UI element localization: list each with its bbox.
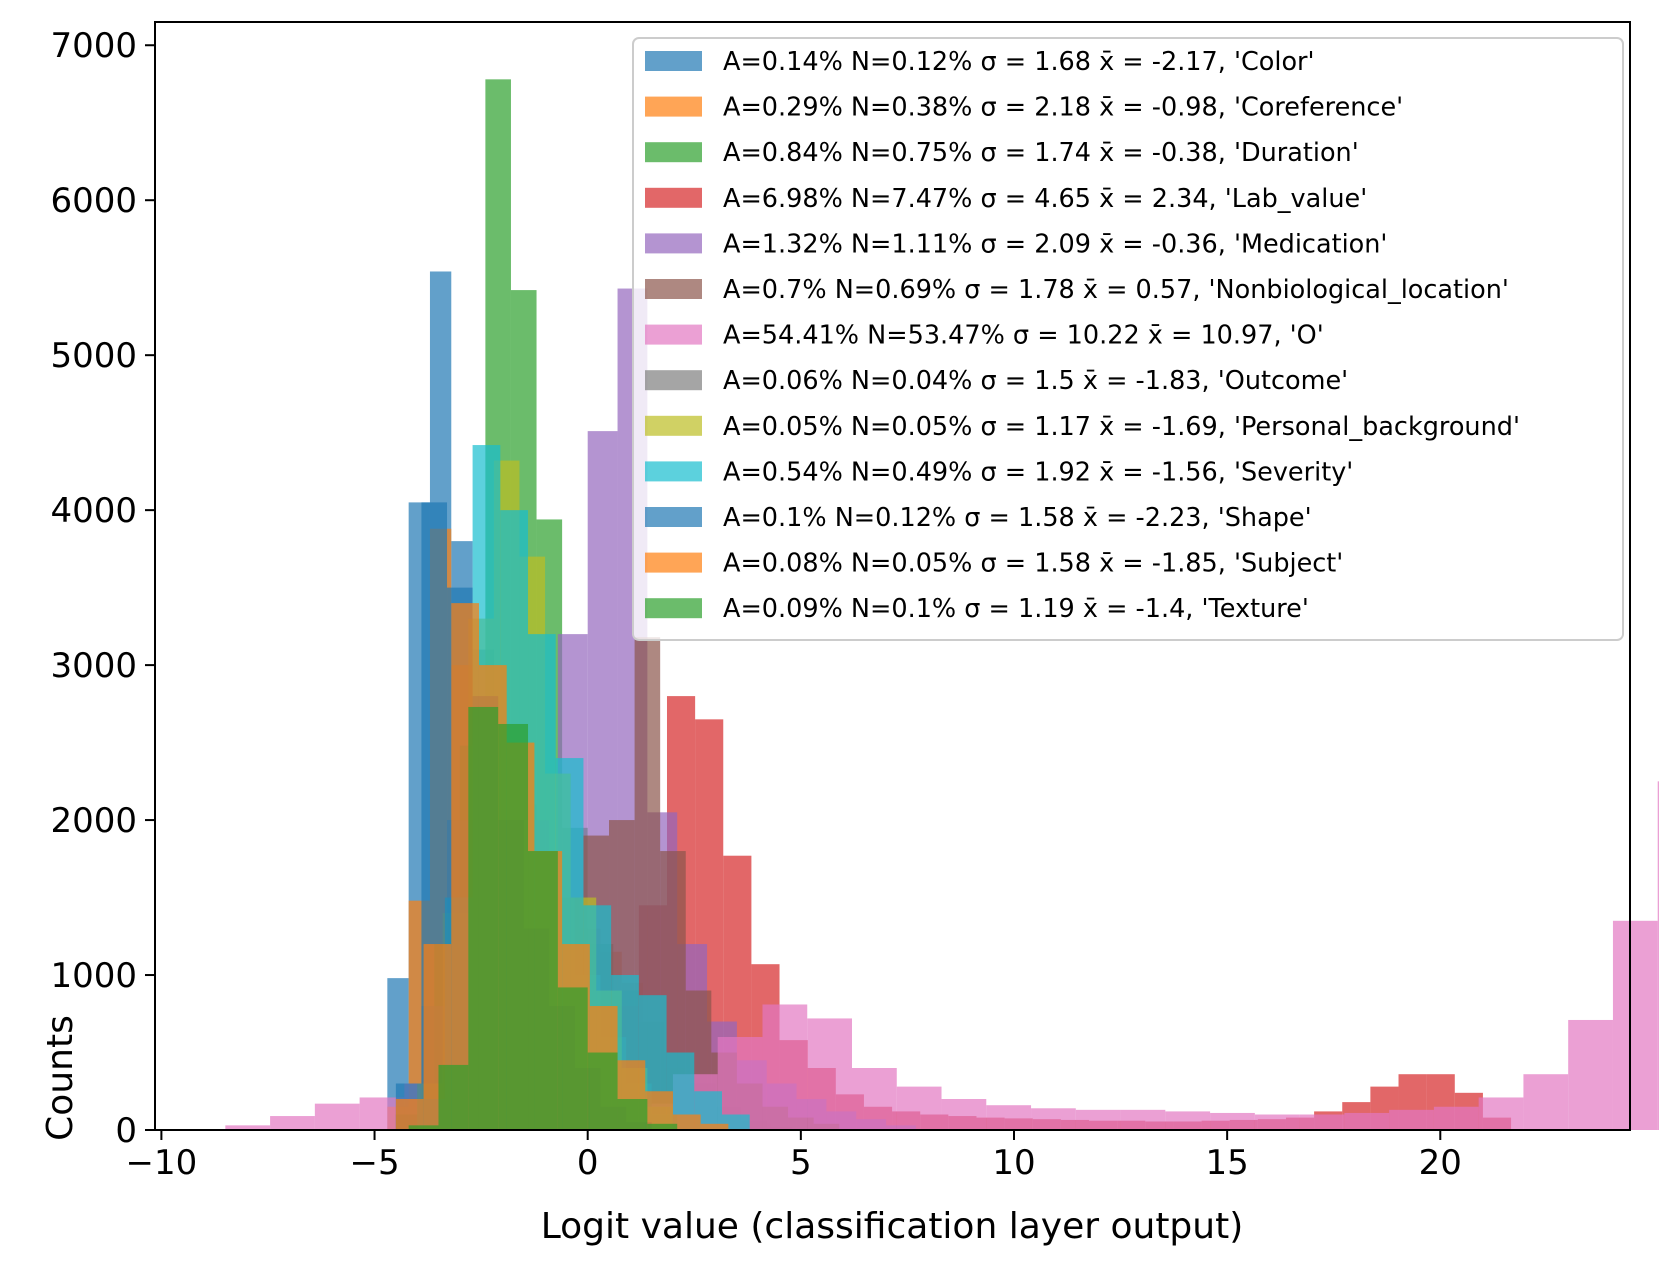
y-tick-label: 0 (115, 1111, 137, 1151)
series-texture (408, 706, 678, 1130)
x-tick-label: −10 (126, 1143, 198, 1183)
legend-entry-label: A=0.29% N=0.38% σ = 2.18 x̄ = -0.98, 'Co… (723, 93, 1403, 123)
legend-swatch (645, 507, 702, 527)
legend-swatch (645, 96, 702, 117)
legend-swatch (645, 187, 702, 208)
y-axis-ticks: 0 1000 2000 3000 4000 5000 6000 7000 (50, 26, 155, 1151)
bar-o (1210, 1112, 1255, 1130)
bar-o (1657, 781, 1659, 1130)
bar-o (270, 1116, 315, 1130)
legend-entry-label: A=0.06% N=0.04% σ = 1.5 x̄ = -1.83, 'Out… (723, 366, 1348, 396)
y-tick-label: 1000 (50, 956, 137, 996)
legend-entry-label: A=1.32% N=1.11% σ = 2.09 x̄ = -0.36, 'Me… (723, 229, 1387, 259)
plot-frame (154, 21, 1631, 1131)
legend-frame (632, 37, 1624, 641)
x-tick-label: 5 (790, 1143, 812, 1183)
legend-swatch (645, 552, 702, 573)
bar-o (1433, 1106, 1479, 1130)
x-tick-label: 15 (1206, 1143, 1249, 1183)
y-tick-label: 7000 (50, 26, 137, 66)
legend-swatch (645, 324, 702, 345)
legend-swatch (645, 461, 702, 482)
bar-severity (721, 1114, 750, 1130)
bar-o (314, 1103, 360, 1130)
bar-texture (528, 851, 558, 1130)
bar-o (1612, 920, 1658, 1130)
legend-swatch (645, 415, 702, 436)
legend: A=0.14% N=0.12% σ = 1.68 x̄ = -2.17, 'Co… (632, 37, 1624, 641)
y-tick-label: 6000 (50, 181, 137, 221)
bar-o (1254, 1114, 1300, 1130)
x-tick-label: 10 (992, 1143, 1035, 1183)
bar-texture (498, 723, 529, 1130)
bar-subject (645, 1091, 673, 1130)
bar-o (986, 1105, 1032, 1130)
bar-o (896, 1086, 942, 1130)
legend-entry-label: A=0.7% N=0.69% σ = 1.78 x̄ = 0.57, 'Nonb… (723, 275, 1509, 305)
legend-entry-label: A=0.05% N=0.05% σ = 1.17 x̄ = -1.69, 'Pe… (723, 412, 1520, 442)
bar-o (1165, 1111, 1211, 1130)
y-axis-label: Counts (40, 1015, 81, 1141)
bar-o (1120, 1109, 1166, 1130)
bar-o (1299, 1114, 1345, 1130)
legend-entry-label: A=54.41% N=53.47% σ = 10.22 x̄ = 10.97, … (723, 321, 1324, 351)
legend-swatch (645, 142, 702, 163)
bar-o (762, 1004, 808, 1130)
legend-swatch (645, 233, 702, 254)
bar-o (807, 1018, 852, 1130)
legend-swatch (645, 370, 702, 391)
x-axis-label: Logit value (classification layer output… (541, 1206, 1244, 1247)
legend-entry-label: A=0.1% N=0.12% σ = 1.58 x̄ = -2.23, 'Sha… (723, 503, 1312, 533)
bar-texture (647, 1123, 678, 1130)
x-tick-label: 0 (577, 1143, 599, 1183)
legend-swatch (645, 51, 702, 71)
bar-o (1075, 1109, 1121, 1130)
legend-entry-label: A=0.14% N=0.12% σ = 1.68 x̄ = -2.17, 'Co… (723, 47, 1315, 77)
y-tick-label: 5000 (50, 336, 137, 376)
y-tick-label: 3000 (50, 646, 137, 686)
legend-entry-label: A=0.08% N=0.05% σ = 1.58 x̄ = -1.85, 'Su… (723, 549, 1343, 579)
legend-entry-label: A=6.98% N=7.47% σ = 4.65 x̄ = 2.34, 'Lab… (723, 184, 1367, 214)
y-tick-label: 4000 (50, 491, 137, 531)
bar-o (225, 1125, 271, 1130)
bar-o (852, 1068, 897, 1130)
bar-subject (672, 1114, 701, 1130)
x-tick-label: 20 (1419, 1143, 1462, 1183)
bar-o (1344, 1112, 1390, 1130)
bar-texture (408, 1125, 439, 1130)
x-tick-label: −5 (349, 1143, 399, 1183)
histogram-bars (225, 79, 1659, 1131)
bar-subject (700, 1123, 729, 1130)
legend-entry-label: A=0.09% N=0.1% σ = 1.19 x̄ = -1.4, 'Text… (723, 594, 1309, 624)
bar-texture (468, 706, 499, 1130)
bar-texture (438, 1064, 469, 1130)
y-tick-label: 2000 (50, 801, 137, 841)
bar-texture (617, 1099, 648, 1130)
bar-o (1031, 1108, 1076, 1130)
legend-swatch (645, 598, 702, 619)
bar-texture (557, 987, 588, 1130)
x-axis-ticks: −10 −5 0 5 10 15 20 (126, 1130, 1462, 1183)
bar-o (1478, 1097, 1524, 1130)
bar-subject (395, 1099, 424, 1130)
bar-o (1523, 1074, 1569, 1130)
legend-entry-label: A=0.54% N=0.49% σ = 1.92 x̄ = -1.56, 'Se… (723, 457, 1353, 487)
bar-o (1568, 1019, 1613, 1130)
legend-swatch (645, 279, 702, 299)
bar-o (1389, 1109, 1434, 1130)
bar-o (941, 1099, 987, 1130)
legend-entry-label: A=0.84% N=0.75% σ = 1.74 x̄ = -0.38, 'Du… (723, 138, 1359, 168)
bar-texture (587, 1052, 618, 1130)
